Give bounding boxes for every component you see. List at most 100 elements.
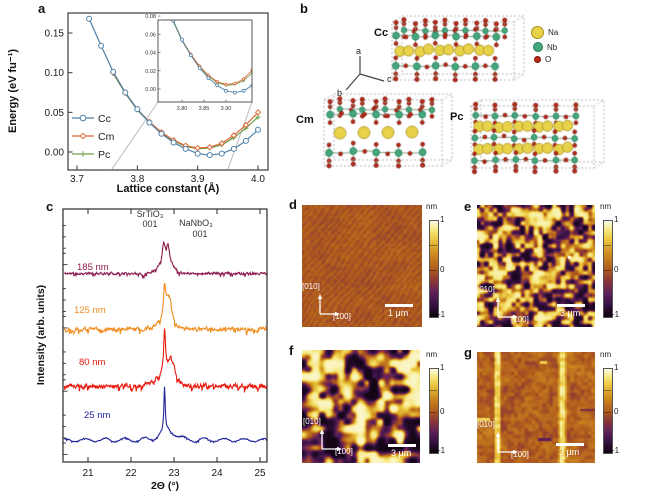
svg-text:3.9: 3.9	[191, 174, 205, 185]
colorbar-tick-top-f: 1	[440, 363, 445, 372]
colorbar-tickline-e	[603, 244, 611, 246]
panel-label-c: c	[46, 199, 54, 214]
colorbar-tickline-f	[429, 389, 437, 391]
scale-bar-label-f: 3 μm	[391, 448, 412, 458]
legend-label-nb: Nb	[547, 42, 558, 52]
direction-label-010-e: [010]	[477, 285, 495, 294]
direction-label-010-f: [010]	[303, 417, 321, 426]
colorbar-tickline0-g	[603, 411, 611, 413]
scale-bar-f	[388, 444, 416, 447]
scale-bar-label-e: 3 μm	[560, 308, 581, 318]
colorbar-gradient-e	[603, 220, 613, 318]
crystal-structures-image	[296, 0, 648, 195]
svg-text:Energy (eV fu⁻¹): Energy (eV fu⁻¹)	[7, 49, 19, 133]
svg-text:Lattice constant (Å): Lattice constant (Å)	[117, 182, 220, 195]
atom-legend: Na Nb O	[531, 26, 558, 64]
structure-label-cm: Cm	[296, 114, 314, 126]
crystal-direction-arrows-e	[495, 297, 518, 320]
panel-label-e: e	[464, 199, 472, 214]
svg-text:0.02: 0.02	[145, 69, 156, 75]
svg-text:3.85: 3.85	[199, 106, 210, 112]
svg-text:185 nm: 185 nm	[77, 262, 109, 273]
structure-label-cc: Cc	[374, 27, 389, 39]
colorbar-unit-d: nm	[426, 202, 438, 211]
svg-text:Pc: Pc	[98, 149, 110, 161]
svg-text:0.08: 0.08	[145, 14, 156, 20]
svg-text:SrTiO₃: SrTiO₃	[137, 209, 164, 219]
direction-label-100-f: [100]	[335, 447, 353, 456]
svg-text:125 nm: 125 nm	[74, 305, 106, 316]
axis-a-label: a	[356, 46, 362, 56]
crystal-axes-indicator	[345, 56, 385, 91]
svg-text:001: 001	[142, 219, 157, 229]
scale-bar-e	[557, 304, 585, 307]
svg-text:23: 23	[168, 468, 180, 479]
axis-b-label: b	[337, 88, 343, 98]
svg-text:Intensity (arb. units): Intensity (arb. units)	[35, 285, 47, 385]
svg-text:3.80: 3.80	[177, 106, 188, 112]
colorbar-tick-top-e: 1	[614, 215, 619, 224]
colorbar-unit-f: nm	[426, 350, 438, 359]
direction-label-010-g: [010]	[477, 420, 495, 429]
colorbar-tickline0-e	[603, 269, 611, 271]
svg-text:0.00: 0.00	[145, 87, 156, 93]
colorbar-gradient-f	[429, 368, 439, 454]
svg-text:21: 21	[82, 468, 94, 479]
scale-bar-g	[556, 443, 584, 446]
direction-label-100-g: [100]	[511, 450, 529, 459]
direction-label-010-d: [010]	[302, 282, 320, 291]
svg-text:0.15: 0.15	[45, 29, 65, 40]
colorbar-tick-bottom-e: -1	[612, 310, 620, 319]
colorbar-unit-e: nm	[600, 202, 612, 211]
svg-text:0.10: 0.10	[45, 68, 65, 79]
svg-text:Cc: Cc	[98, 113, 111, 125]
legend-label-o: O	[545, 55, 552, 64]
crystal-direction-arrows-f	[319, 429, 342, 452]
colorbar-tick-bottom-g: -1	[612, 446, 620, 455]
colorbar-tick-mid-e: 0	[614, 264, 619, 274]
panel-label-g: g	[464, 345, 472, 360]
crystal-direction-arrows-g	[495, 432, 518, 455]
colorbar-tickline-d	[429, 244, 437, 246]
svg-text:24: 24	[211, 468, 223, 479]
xrd-chart: 21 22 23 24 25 2Θ (°) Intensity (arb. units) Sr…	[35, 208, 268, 492]
scale-bar-label-g: 3 μm	[559, 447, 580, 457]
svg-text:0.06: 0.06	[145, 32, 156, 38]
svg-text:3.90: 3.90	[221, 106, 232, 112]
svg-text:NaNbO₃: NaNbO₃	[179, 218, 213, 228]
panel-label-a: a	[38, 1, 46, 16]
o-atom-icon	[534, 56, 541, 63]
structure-label-pc: Pc	[450, 111, 464, 123]
svg-text:3.7: 3.7	[70, 174, 84, 185]
legend-label-na: Na	[548, 28, 559, 37]
colorbar-gradient-g	[603, 368, 613, 454]
scale-bar-d	[385, 304, 413, 307]
legend-item-na: Na	[531, 26, 558, 39]
colorbar-tick-mid-g: 0	[614, 406, 619, 416]
panel-label-d: d	[289, 197, 297, 212]
svg-text:0.00: 0.00	[45, 148, 65, 159]
direction-label-100-d: [100]	[333, 312, 351, 321]
svg-text:3.8: 3.8	[130, 174, 144, 185]
colorbar-tick-top-d: 1	[440, 215, 445, 224]
colorbar-gradient-d	[429, 220, 439, 318]
svg-text:25: 25	[254, 468, 266, 479]
svg-text:Cm: Cm	[98, 131, 115, 143]
svg-text:2Θ (°): 2Θ (°)	[151, 480, 179, 492]
panel-label-f: f	[289, 343, 294, 358]
svg-text:80 nm: 80 nm	[79, 357, 105, 368]
svg-text:0.05: 0.05	[45, 108, 65, 119]
legend-item-nb: Nb	[531, 42, 558, 52]
na-atom-icon	[531, 26, 544, 39]
nb-atom-icon	[533, 42, 543, 52]
svg-text:001: 001	[192, 229, 207, 239]
colorbar-tick-mid-d: 0	[440, 264, 445, 274]
colorbar-tick-bottom-d: -1	[438, 310, 446, 319]
colorbar-tickline0-f	[429, 411, 437, 413]
svg-text:22: 22	[125, 468, 137, 479]
crystal-direction-arrows-d	[317, 294, 340, 317]
svg-text:25 nm: 25 nm	[84, 410, 110, 421]
colorbar-tickline0-d	[429, 269, 437, 271]
legend-item-o: O	[531, 55, 558, 64]
